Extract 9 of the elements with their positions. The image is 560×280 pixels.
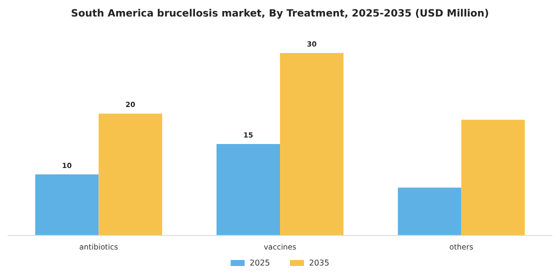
legend-label: 2025 bbox=[250, 258, 270, 268]
bar bbox=[461, 120, 525, 235]
bar bbox=[35, 174, 99, 235]
chart-title: South America brucellosis market, By Treatment, 2025-2035 (USD Million) bbox=[71, 8, 489, 20]
bar bbox=[216, 144, 280, 235]
bar bbox=[280, 53, 344, 235]
legend-label: 2035 bbox=[309, 258, 330, 268]
bar bbox=[398, 188, 462, 235]
bar bbox=[98, 114, 162, 235]
